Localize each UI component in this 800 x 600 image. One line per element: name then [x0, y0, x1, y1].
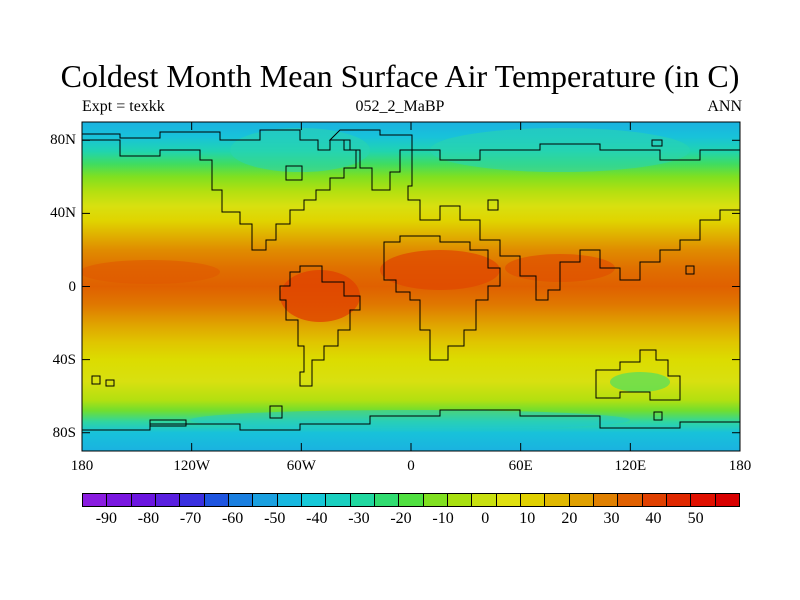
latitude-tick-label: 0 [68, 278, 77, 295]
longitude-tick-label: 180 [70, 458, 94, 474]
colorbar-swatch [495, 493, 520, 507]
longitude-tick-label: 180 [728, 458, 752, 474]
pacific-warm-band [82, 260, 220, 284]
colorbar-swatch [300, 493, 326, 507]
coastlines [82, 129, 740, 451]
colorbar-label: -90 [95, 510, 118, 527]
australia-cool-patch [610, 372, 670, 392]
colorbar-swatch [203, 493, 228, 507]
colorbar-label: 20 [561, 510, 578, 527]
colorbar-swatch [471, 493, 496, 507]
latitude-tick-label: 80N [50, 132, 76, 149]
south-america-warm-core [280, 270, 360, 322]
experiment-label: Expt = texkk [82, 98, 165, 115]
colorbar-swatch [130, 493, 155, 507]
colorbar-label: -30 [348, 510, 370, 527]
colorbar-swatch [422, 493, 447, 507]
pacific-islands-outline [91, 265, 695, 427]
colorbar [82, 493, 740, 507]
longitude-tick-label: 120E [614, 458, 647, 474]
colorbar-label: -80 [137, 510, 160, 527]
colorbar-label: -40 [306, 510, 328, 527]
north-america-outline [82, 129, 357, 251]
colorbar-label: 50 [687, 510, 704, 527]
colorbar-swatch [349, 493, 374, 507]
antarctica-outline [82, 409, 740, 451]
colorbar-swatch [544, 493, 569, 507]
australia-outline [595, 349, 681, 401]
longitude-tick-label: 60W [286, 458, 316, 474]
colorbar-swatch [106, 493, 131, 507]
colorbar-swatch [276, 493, 301, 507]
antarctic-cold [190, 410, 630, 430]
colorbar-swatch [446, 493, 472, 507]
colorbar-swatch [325, 493, 350, 507]
eurasia-outline [407, 143, 740, 301]
colorbar-label: -10 [432, 510, 454, 527]
latitude-tick-label: 40S [52, 351, 76, 368]
colorbar-swatch [690, 493, 715, 507]
colorbar-swatch [227, 493, 253, 507]
colorbar-swatch [82, 493, 107, 507]
africa-warm-core [380, 250, 500, 290]
arctic-islands-outline [285, 139, 663, 211]
colorbar-swatch [398, 493, 423, 507]
south-america-outline [279, 265, 361, 387]
longitude-tick-label: 60E [508, 458, 533, 474]
colorbar-label: -50 [264, 510, 286, 527]
colorbar-swatch [641, 493, 666, 507]
colorbar-swatch [519, 493, 545, 507]
colorbar-label: 10 [519, 510, 536, 527]
colorbar-label: 30 [603, 510, 620, 527]
colorbar-swatch [617, 493, 642, 507]
map-plot-area [82, 122, 740, 451]
colorbar-swatch [252, 493, 277, 507]
season-label: ANN [707, 98, 742, 115]
latitude-tick-label: 40N [50, 205, 76, 222]
colorbar-label: 0 [481, 510, 490, 527]
colorbar-swatch [665, 493, 691, 507]
north-america-cold [230, 128, 370, 172]
greenland-outline [328, 129, 413, 191]
africa-outline [383, 235, 501, 361]
colorbar-swatch [179, 493, 204, 507]
colorbar-label: -70 [179, 510, 202, 527]
colorbar-swatch [154, 493, 180, 507]
colorbar-swatch [714, 493, 740, 507]
eurasia-cold [430, 128, 690, 172]
axis-ticks [81, 122, 741, 451]
colorbar-label: -60 [221, 510, 244, 527]
chart-title: Coldest Month Mean Surface Air Temperatu… [60, 58, 740, 94]
period-label: 052_2_MaBP [355, 98, 445, 115]
latitude-tick-label: 80S [52, 424, 76, 441]
longitude-tick-label: 120W [173, 458, 210, 474]
colorbar-swatch [568, 493, 593, 507]
colorbar-label: 40 [645, 510, 662, 527]
colorbar-swatch [592, 493, 618, 507]
colorbar-swatch [373, 493, 399, 507]
colorbar-label: -20 [390, 510, 412, 527]
longitude-tick-label: 0 [407, 458, 415, 474]
